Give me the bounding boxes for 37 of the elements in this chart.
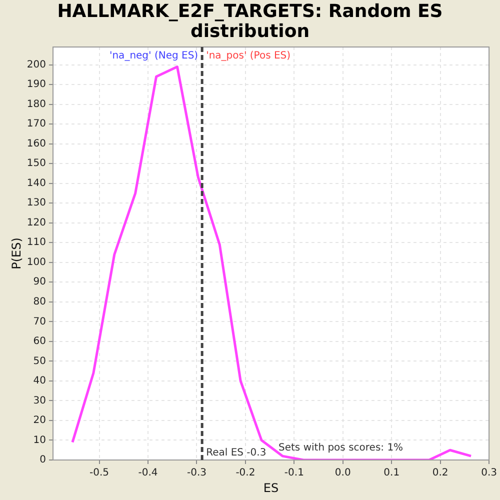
y-tick-label: 50 <box>33 356 46 367</box>
x-tick-label: -0.4 <box>138 468 158 479</box>
x-tick-label: -0.1 <box>284 468 304 479</box>
y-tick-label: 0 <box>40 454 46 466</box>
y-tick-label: 140 <box>26 178 46 189</box>
y-tick-label: 160 <box>26 138 46 150</box>
y-tick-label: 180 <box>26 98 46 110</box>
y-tick-label: 120 <box>26 217 46 228</box>
x-tick-label: -0.2 <box>236 468 256 479</box>
x-tick-label: 0.1 <box>384 468 400 479</box>
x-tick-label: -0.3 <box>186 468 206 479</box>
x-tick-label: 0.2 <box>432 468 448 479</box>
ref-line-label: Real ES -0.3 <box>206 448 266 459</box>
y-tick-label: 60 <box>33 336 46 348</box>
y-tick-label: 80 <box>33 296 46 308</box>
x-tick-label: 0.0 <box>334 468 351 479</box>
y-tick-label: 100 <box>26 256 46 268</box>
y-tick-label: 30 <box>33 395 46 406</box>
x-axis-title: ES <box>263 480 279 495</box>
y-tick-label: 70 <box>33 316 46 328</box>
y-tick-label: 110 <box>26 237 46 248</box>
chart-title: HALLMARK_E2F_TARGETS: Random ES distribution <box>56 1 444 42</box>
y-tick-label: 10 <box>33 434 46 446</box>
y-tick-label: 20 <box>33 415 46 426</box>
y-tick-label: 190 <box>26 79 46 90</box>
y-tick-label: 200 <box>26 59 46 70</box>
y-tick-label: 130 <box>26 198 46 209</box>
y-tick-label: 170 <box>26 118 46 130</box>
y-tick-label: 40 <box>33 376 46 387</box>
x-tick-label: 0.3 <box>481 468 497 479</box>
annotation: Sets with pos scores: 1% <box>278 442 404 454</box>
y-tick-label: 150 <box>26 158 46 170</box>
y-axis-title: P(ES) <box>9 238 24 270</box>
annotation: 'na_neg' (Neg ES) <box>109 50 198 62</box>
x-tick-label: -0.5 <box>90 468 110 479</box>
y-tick-label: 90 <box>33 276 46 288</box>
annotation: 'na_pos' (Pos ES) <box>206 50 291 62</box>
